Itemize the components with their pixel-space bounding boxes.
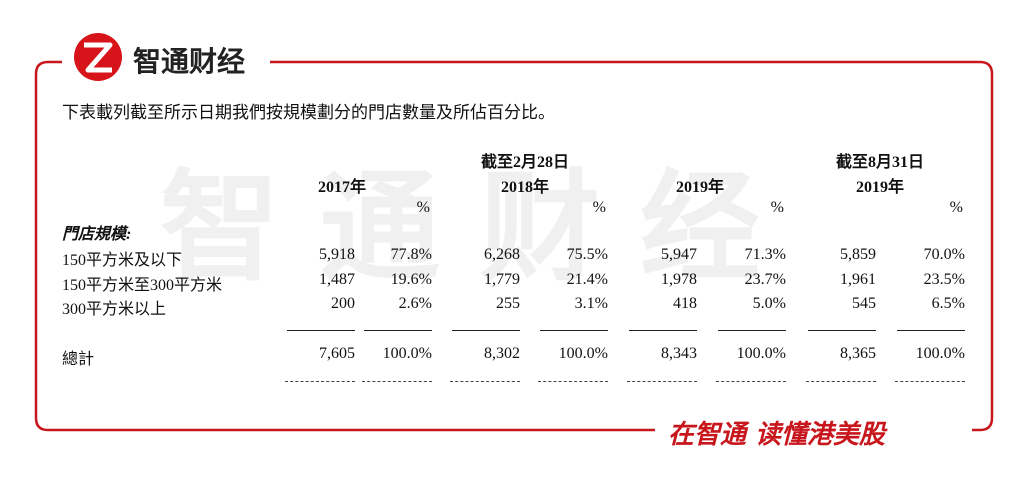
cell: 1,961 [840, 271, 876, 288]
row-label: 300平方米以上 [62, 301, 167, 318]
dash [716, 381, 786, 382]
slogan: 在智通 读懂港美股 [662, 414, 892, 451]
cell: 5,859 [840, 246, 876, 263]
cell: 418 [673, 295, 697, 312]
cell: 1,779 [484, 271, 520, 288]
cell: 5,918 [319, 246, 355, 263]
cell: 1,978 [661, 271, 697, 288]
cell: 200 [331, 295, 355, 312]
cell: 23.5% [923, 271, 965, 288]
cell: 2.6% [398, 295, 432, 312]
rule [808, 330, 876, 331]
dash [285, 381, 355, 382]
cell: 75.5% [566, 246, 608, 263]
cell: 255 [496, 295, 520, 312]
year-header: 2018年 [500, 179, 549, 196]
rule [287, 330, 355, 331]
percent-header: % [949, 199, 963, 216]
total-cell: 100.0% [915, 345, 965, 362]
cell: 6.5% [931, 295, 965, 312]
cell: 21.4% [566, 271, 608, 288]
total-cell: 100.0% [382, 345, 432, 362]
percent-header: % [592, 199, 606, 216]
watermark: 智通财经 [160, 159, 800, 298]
cell: 5.0% [752, 295, 786, 312]
percent-header: % [416, 199, 430, 216]
cell: 71.3% [744, 246, 786, 263]
cell: 70.0% [923, 246, 965, 263]
section-label: 門店規模: [62, 226, 132, 243]
row-label: 150平方米及以下 [62, 252, 183, 269]
cell: 1,487 [319, 271, 355, 288]
rule [540, 330, 608, 331]
brand-name: 智通财经 [133, 45, 246, 78]
total-cell: 7,605 [319, 345, 355, 362]
cell: 6,268 [484, 246, 520, 263]
cell: 3.1% [574, 295, 608, 312]
dash [806, 381, 876, 382]
total-cell: 100.0% [736, 345, 786, 362]
total-cell: 8,343 [661, 345, 697, 362]
year-header: 2019年 [855, 179, 904, 196]
dash [450, 381, 520, 382]
year-header: 2019年 [675, 179, 724, 196]
total-cell: 100.0% [558, 345, 608, 362]
period-header: 截至8月31日 [835, 154, 924, 171]
total-label: 總計 [62, 351, 95, 368]
cell: 23.7% [744, 271, 786, 288]
dash [538, 381, 608, 382]
dash [627, 381, 697, 382]
percent-header: % [770, 199, 784, 216]
cell: 19.6% [390, 271, 432, 288]
intro: 下表載列截至所示日期我們按規模劃分的門店數量及所佔百分比。 [62, 103, 555, 122]
total-cell: 8,302 [484, 345, 520, 362]
dash [362, 381, 432, 382]
cell: 545 [852, 295, 876, 312]
year-header: 2017年 [317, 179, 366, 196]
dash [895, 381, 965, 382]
rule [718, 330, 786, 331]
cell: 5,947 [661, 246, 697, 263]
cell: 77.8% [390, 246, 432, 263]
rule [452, 330, 520, 331]
row-label: 150平方米至300平方米 [62, 277, 223, 294]
period-header: 截至2月28日 [480, 154, 569, 171]
rule [897, 330, 965, 331]
total-cell: 8,365 [840, 345, 876, 362]
rule [629, 330, 697, 331]
rule [364, 330, 432, 331]
